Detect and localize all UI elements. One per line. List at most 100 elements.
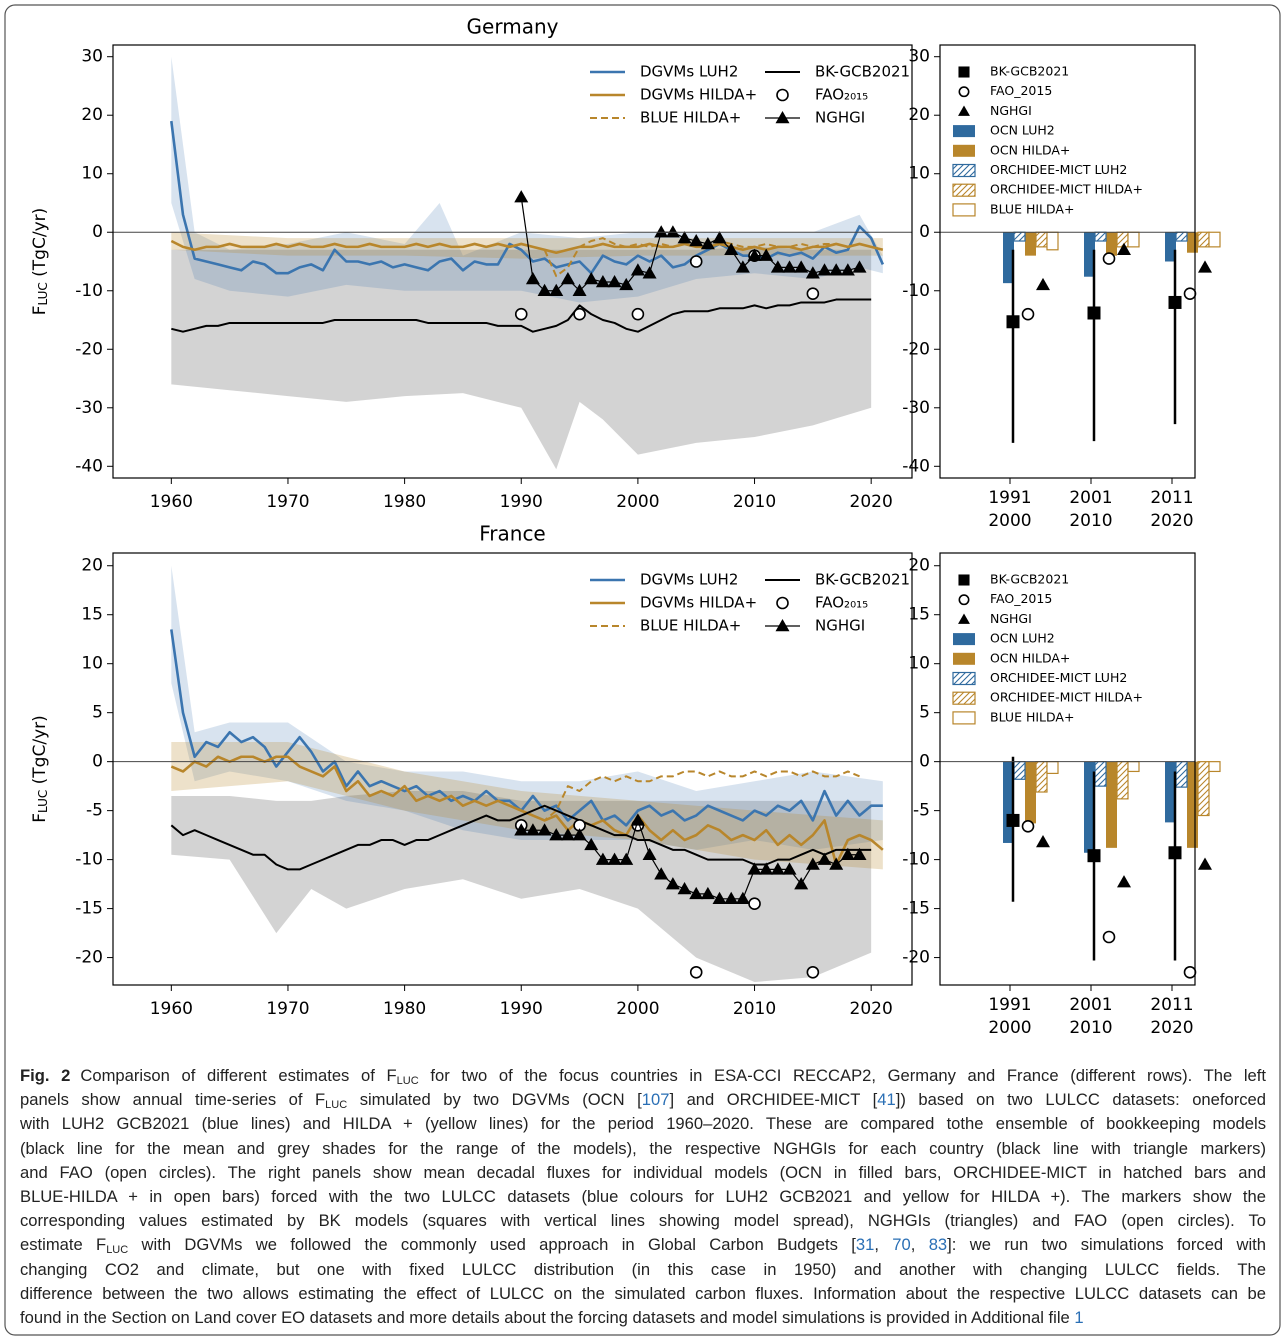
y-tick-label: 20 bbox=[81, 556, 103, 576]
marker-triangle bbox=[775, 111, 790, 124]
y-tick-label: 0 bbox=[92, 222, 103, 242]
marker-triangle bbox=[665, 877, 680, 890]
caption-reference: 70 bbox=[892, 1235, 911, 1255]
marker-triangle bbox=[665, 225, 680, 238]
legend-label: NGHGI bbox=[990, 611, 1032, 626]
marker-triangle bbox=[817, 263, 832, 276]
axes-frame bbox=[112, 44, 913, 479]
bar bbox=[1035, 231, 1048, 248]
marker-circle bbox=[958, 594, 970, 606]
y-tick-label: 30 bbox=[908, 47, 930, 67]
marker-circle bbox=[631, 307, 645, 321]
caption-text: ]: we run two simulations forced with bbox=[947, 1235, 1266, 1255]
legend-label: BLUE HILDA+ bbox=[640, 109, 741, 127]
legend-swatch bbox=[953, 652, 975, 665]
y-axis-label-part: F bbox=[30, 305, 50, 315]
bar bbox=[1165, 761, 1176, 823]
y-tick-label: 10 bbox=[81, 164, 103, 184]
bar bbox=[1187, 232, 1198, 253]
caption-line: corresponding values estimated by BK mod… bbox=[20, 1209, 1266, 1233]
marker-circle bbox=[689, 965, 703, 979]
x-tick-label: 2011 bbox=[1150, 995, 1193, 1015]
legend-swatch bbox=[952, 203, 976, 217]
caption-text: found in the Section on Land cover EO da… bbox=[20, 1308, 1075, 1328]
y-tick-label: -40 bbox=[75, 456, 103, 476]
axes-frame bbox=[939, 44, 1196, 479]
x-tick-label: 1970 bbox=[266, 999, 309, 1019]
marker-triangle bbox=[817, 852, 832, 865]
legend-swatch bbox=[952, 671, 976, 686]
legend-swatch bbox=[952, 163, 976, 178]
caption-text: for two of the focus countries in ESA-CC… bbox=[418, 1066, 1266, 1085]
legend-label: OCN LUH2 bbox=[990, 123, 1055, 138]
legend-label: ORCHIDEE-MICT LUH2 bbox=[990, 670, 1127, 685]
marker-square bbox=[1168, 295, 1182, 309]
marker-triangle bbox=[642, 266, 657, 279]
y-axis-label: FLUC (TgC/yr) bbox=[30, 208, 50, 316]
bar bbox=[1013, 761, 1026, 780]
range-band bbox=[171, 742, 883, 870]
bar bbox=[1187, 761, 1198, 848]
marker-triangle bbox=[775, 619, 790, 632]
caption-line: BLUE-HILDA + in open bars) forced with t… bbox=[20, 1185, 1266, 1209]
y-tick-label: 5 bbox=[92, 703, 103, 723]
legend-label: DGVMs LUH2 bbox=[640, 571, 738, 589]
range-band bbox=[171, 56, 883, 303]
x-tick-label: 1980 bbox=[383, 999, 426, 1019]
marker-triangle bbox=[735, 260, 750, 273]
y-tick-label: 20 bbox=[908, 556, 930, 576]
bar bbox=[1116, 761, 1129, 800]
marker-triangle bbox=[805, 266, 820, 279]
bar bbox=[1197, 761, 1210, 817]
marker-circle bbox=[776, 88, 789, 102]
caption-text: estimate F bbox=[20, 1235, 107, 1255]
bar bbox=[1084, 232, 1095, 277]
marker-triangle bbox=[630, 263, 645, 276]
bar bbox=[1094, 231, 1107, 242]
caption-reference: 1 bbox=[1074, 1308, 1084, 1328]
bar bbox=[1003, 761, 1014, 843]
marker-circle bbox=[1102, 252, 1116, 265]
marker-triangle bbox=[595, 852, 610, 865]
caption-line: changing CO2 and climate, but one with f… bbox=[20, 1258, 1266, 1282]
marker-circle bbox=[1021, 307, 1035, 321]
marker-triangle bbox=[525, 823, 540, 836]
caption-reference: 107 bbox=[641, 1090, 670, 1110]
caption-label: Fig. 2 bbox=[20, 1066, 71, 1085]
y-tick-label: -10 bbox=[902, 850, 930, 870]
marker-triangle bbox=[560, 828, 575, 841]
y-axis-label-part: F bbox=[30, 813, 50, 823]
legend-swatch bbox=[953, 633, 975, 646]
marker-triangle bbox=[584, 272, 599, 285]
caption: Fig. 2 Comparison of different estimates … bbox=[20, 1064, 1266, 1330]
legend-label: FAO_2015 bbox=[990, 591, 1052, 606]
legend-swatch bbox=[952, 691, 976, 705]
y-tick-label: -5 bbox=[86, 801, 103, 821]
marker-circle bbox=[958, 86, 970, 98]
y-tick-label: -20 bbox=[902, 948, 930, 968]
caption-text: simulated by two DGVMs (OCN [ bbox=[347, 1090, 642, 1110]
y-tick-label: 10 bbox=[81, 654, 103, 674]
caption-line: (black line for the mean and grey shades… bbox=[20, 1137, 1266, 1161]
marker-triangle bbox=[958, 105, 970, 116]
marker-triangle bbox=[607, 852, 622, 865]
x-tick-label: 1991 bbox=[988, 488, 1031, 508]
marker-triangle bbox=[759, 248, 774, 261]
bar bbox=[1208, 231, 1221, 248]
caption-text: with DGVMs we followed the commonly used… bbox=[128, 1235, 856, 1255]
bar bbox=[1127, 761, 1140, 773]
x-tick-label: 1960 bbox=[150, 492, 193, 512]
marker-circle bbox=[573, 307, 586, 321]
marker-circle bbox=[806, 965, 820, 979]
caption-line: difference between the two allows estima… bbox=[20, 1282, 1266, 1306]
caption-text: ] and ORCHIDEE-MICT [ bbox=[669, 1090, 878, 1110]
marker-triangle bbox=[1117, 875, 1131, 888]
marker-triangle bbox=[852, 847, 867, 860]
bar bbox=[1106, 761, 1117, 848]
marker-triangle bbox=[537, 823, 552, 836]
marker-triangle bbox=[1198, 857, 1212, 870]
plot-area bbox=[170, 56, 885, 470]
marker-triangle bbox=[689, 234, 704, 247]
marker-triangle bbox=[549, 283, 564, 297]
